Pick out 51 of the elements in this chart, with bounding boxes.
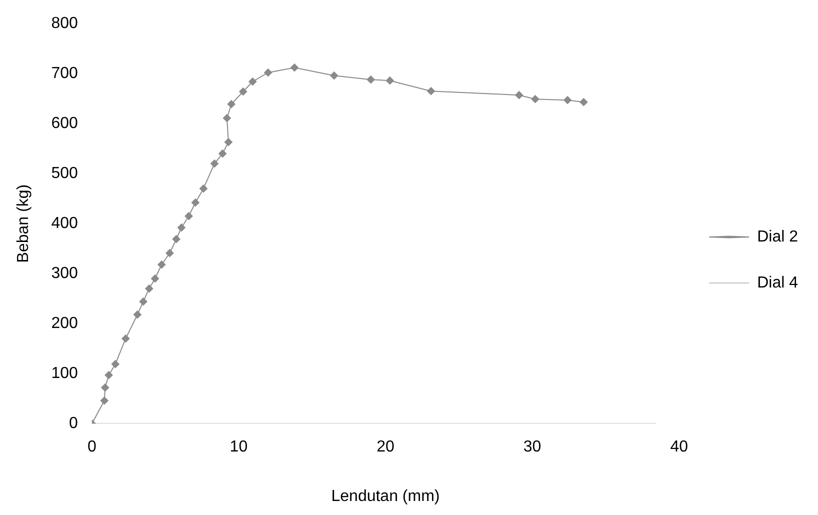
point bbox=[427, 87, 436, 96]
point bbox=[100, 396, 108, 405]
point bbox=[531, 95, 540, 104]
point bbox=[564, 96, 572, 104]
y-tick-label: 600 bbox=[51, 115, 78, 132]
x-tick-label: 20 bbox=[376, 438, 394, 456]
point bbox=[515, 91, 524, 100]
legend-label: Dial 2 bbox=[757, 228, 798, 246]
point bbox=[290, 64, 298, 72]
point bbox=[218, 150, 227, 158]
point bbox=[151, 274, 160, 283]
point bbox=[172, 235, 180, 244]
y-tick-label: 100 bbox=[51, 365, 78, 382]
x-tick-label: 40 bbox=[670, 438, 688, 456]
point bbox=[239, 88, 248, 96]
y-tick-label: 0 bbox=[68, 415, 78, 432]
y-tick-label: 700 bbox=[51, 65, 78, 82]
x-tick-label: 30 bbox=[523, 438, 542, 456]
y-tick-label: 200 bbox=[51, 315, 78, 332]
y-tick-label: 500 bbox=[51, 165, 78, 182]
y-tick-label: 300 bbox=[51, 265, 78, 282]
y-axis-title: Beban (kg) bbox=[15, 184, 32, 263]
legend-label: Dial 4 bbox=[757, 274, 798, 292]
point bbox=[139, 298, 148, 306]
point bbox=[330, 72, 338, 80]
point bbox=[191, 198, 200, 207]
point bbox=[184, 212, 193, 220]
point bbox=[366, 76, 375, 84]
point bbox=[386, 76, 394, 85]
point bbox=[166, 249, 174, 258]
y-tick-label: 400 bbox=[51, 215, 78, 232]
x-tick-label: 0 bbox=[87, 438, 96, 456]
x-axis-title: Lendutan (mm) bbox=[331, 488, 440, 505]
point bbox=[248, 78, 257, 86]
x-tick-label: 10 bbox=[230, 438, 248, 456]
point bbox=[227, 100, 236, 108]
point bbox=[104, 371, 113, 380]
y-tick-label: 800 bbox=[51, 15, 78, 32]
point bbox=[122, 334, 130, 343]
point bbox=[133, 310, 142, 319]
point bbox=[264, 68, 272, 77]
point bbox=[145, 284, 154, 293]
point bbox=[199, 184, 208, 193]
point bbox=[177, 224, 186, 232]
point bbox=[580, 98, 588, 106]
point bbox=[222, 114, 231, 122]
point bbox=[224, 138, 232, 146]
point bbox=[210, 160, 218, 168]
point bbox=[101, 384, 110, 392]
point bbox=[158, 260, 166, 269]
point bbox=[111, 360, 120, 368]
